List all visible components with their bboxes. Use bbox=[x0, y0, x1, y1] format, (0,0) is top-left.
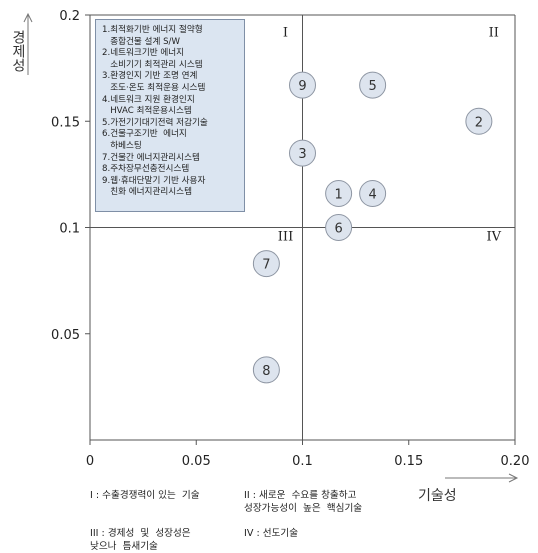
point-marker bbox=[465, 107, 493, 135]
footnote-q1: I : 수출경쟁력이 있는 기술 bbox=[90, 490, 200, 501]
y-tick-label: 0.05 bbox=[51, 328, 80, 343]
point-label: 8 bbox=[262, 364, 270, 379]
legend-list: 1.최적화기반 에너지 절약형 종합건물 설계 S/W 2.네트워크기반 에너지 … bbox=[102, 25, 240, 199]
x-axis-label: 기술성 bbox=[418, 488, 457, 504]
point-label: 5 bbox=[368, 79, 376, 94]
y-tick-label: 0.1 bbox=[59, 222, 80, 237]
point-marker bbox=[325, 214, 353, 241]
data-points: 1 2 3 4 5 6 7 8 9 bbox=[252, 71, 493, 384]
legend-item: 4.네트워크 지원 환경인지 bbox=[102, 94, 195, 105]
point-label: 7 bbox=[262, 258, 270, 273]
point-label: 9 bbox=[298, 79, 306, 94]
legend-item: 8.주차장무선충전시스템 bbox=[102, 164, 190, 175]
point-label: 2 bbox=[475, 115, 483, 130]
point-marker bbox=[289, 71, 316, 99]
legend-box: 1.최적화기반 에너지 절약형 종합건물 설계 S/W 2.네트워크기반 에너지 … bbox=[95, 19, 245, 212]
legend-item: 소비기기 최적관리 시스템 bbox=[102, 59, 203, 70]
y-tick-label: 0.2 bbox=[59, 9, 80, 24]
point-label: 6 bbox=[334, 222, 342, 237]
legend-item: 7.건물간 에너지관리시스템 bbox=[102, 152, 200, 163]
point-marker bbox=[252, 250, 280, 278]
legend-item: 종합건물 설계 S/W bbox=[102, 36, 180, 47]
legend-item: HVAC 최적운용시스템 bbox=[102, 106, 192, 117]
point-marker bbox=[252, 356, 280, 384]
x-tick-label: 0 bbox=[86, 454, 94, 469]
x-axis-arrow-head bbox=[508, 473, 519, 483]
quadrant-label: IV bbox=[486, 229, 501, 244]
legend-item: 1.최적화기반 에너지 절약형 bbox=[102, 25, 203, 35]
legend-item: 하베스팅 bbox=[102, 140, 142, 151]
footnote-q3: III : 경제성 및 성장성은 낮으나 틈새기술 bbox=[90, 528, 191, 552]
legend-item: 9.웹·휴대단말기 기반 사용자 bbox=[102, 175, 206, 186]
data-point-5: 5 bbox=[359, 71, 387, 99]
legend-item: 2.네트워크기반 에너지 bbox=[102, 48, 185, 59]
point-marker bbox=[359, 71, 387, 99]
data-point-8: 8 bbox=[252, 356, 280, 384]
data-point-6: 6 bbox=[325, 214, 353, 241]
legend-item: 5.가전기기대기전력 저감기술 bbox=[102, 117, 208, 128]
point-marker bbox=[325, 180, 353, 207]
x-tick-label: 0.05 bbox=[182, 454, 211, 469]
legend-item: 6.건물구조기반 에너지 bbox=[102, 129, 187, 140]
data-point-2: 2 bbox=[465, 107, 493, 135]
footnote-q2: II : 새로운 수요를 창출하고 성장가능성이 높은 핵심기술 bbox=[244, 490, 363, 514]
y-axis-arrow-head bbox=[23, 12, 33, 23]
y-tick-label: 0.15 bbox=[51, 115, 80, 130]
point-marker bbox=[289, 139, 316, 167]
x-tick-label: 0.15 bbox=[394, 454, 423, 469]
x-tick-label: 0.1 bbox=[292, 454, 313, 469]
quadrant-label: II bbox=[489, 25, 499, 40]
point-label: 4 bbox=[368, 188, 376, 203]
point-marker bbox=[359, 180, 387, 207]
data-point-4: 4 bbox=[359, 180, 387, 207]
quadrant-label: I bbox=[283, 25, 288, 40]
tick-layer: 0 0.05 0.1 0.15 0.20 0.05 0.1 0.15 0.2 bbox=[51, 9, 529, 469]
data-point-9: 9 bbox=[289, 71, 316, 99]
quadrant-label: III bbox=[278, 229, 293, 244]
point-label: 3 bbox=[298, 147, 306, 162]
y-axis-label: 경제성 bbox=[10, 30, 26, 72]
data-point-3: 3 bbox=[289, 139, 316, 167]
footnote-q4: IV : 선도기술 bbox=[244, 528, 299, 539]
legend-item: 친화 에너지관리시스템 bbox=[102, 187, 192, 198]
data-point-7: 7 bbox=[252, 250, 280, 278]
x-tick-label: 0.20 bbox=[501, 454, 530, 469]
point-label: 1 bbox=[334, 188, 342, 203]
legend-item: 조도·온도 최적운용 시스템 bbox=[102, 82, 206, 93]
data-point-1: 1 bbox=[325, 180, 353, 207]
legend-item: 3.환경인지 기반 조명 연계 bbox=[102, 71, 198, 82]
